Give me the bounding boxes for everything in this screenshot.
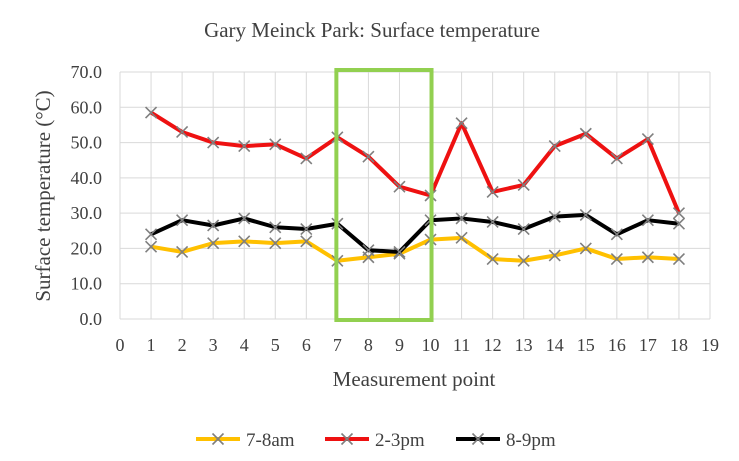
y-tick-label-3: 30.0 — [71, 203, 103, 223]
point-2-8 — [393, 245, 406, 259]
point-0-12 — [517, 254, 530, 267]
y-tick-labels: 0.0 10.0 20.0 30.0 40.0 50.0 60.0 70.0 — [71, 62, 103, 329]
legend-label-0: 7-8am — [246, 430, 295, 451]
point-1-7 — [362, 150, 375, 163]
highlight-box — [334, 68, 434, 322]
x-tick-label-17: 17 — [639, 335, 657, 355]
legend: 7-8am 2-3pm 8-9pm — [196, 430, 556, 451]
legend-item-1: 2-3pm — [325, 430, 425, 451]
legend-item-2: 8-9pm — [456, 430, 556, 451]
point-1-8 — [393, 180, 406, 193]
point-1-0 — [144, 106, 158, 119]
y-tick-label-0: 0.0 — [80, 309, 103, 329]
point-0-15 — [610, 252, 623, 266]
series-line-1 — [149, 110, 681, 214]
x-axis-title: Measurement point — [333, 367, 496, 391]
x-tick-label-7: 7 — [333, 335, 342, 355]
point-2-13 — [548, 210, 561, 223]
point-2-5 — [300, 222, 313, 236]
x-tick-label-2: 2 — [178, 335, 187, 355]
x-tick-label-4: 4 — [240, 335, 249, 355]
point-1-1 — [176, 125, 189, 139]
x-tick-label-13: 13 — [515, 335, 533, 355]
point-1-13 — [548, 140, 561, 153]
series-line-2 — [150, 212, 680, 254]
point-0-17 — [672, 252, 686, 266]
legend-item-0: 7-8am — [196, 430, 295, 451]
point-2-15 — [610, 228, 623, 241]
x-tick-label-16: 16 — [608, 335, 626, 355]
point-2-3 — [238, 212, 251, 225]
point-2-7 — [362, 244, 375, 257]
x-tick-label-8: 8 — [364, 335, 373, 355]
point-1-17 — [672, 207, 686, 220]
point-0-4 — [269, 237, 282, 250]
x-tick-label-3: 3 — [209, 335, 218, 355]
legend-label-1: 2-3pm — [375, 430, 425, 451]
series-1 — [144, 106, 686, 220]
point-1-15 — [610, 152, 623, 165]
y-tick-label-2: 20.0 — [71, 238, 103, 258]
series-2 — [144, 208, 686, 259]
y-axis-title: Surface temperature (°C) — [31, 90, 55, 301]
point-2-1 — [176, 214, 189, 227]
point-2-12 — [517, 222, 530, 236]
x-tick-label-0: 0 — [116, 335, 125, 355]
point-0-13 — [548, 249, 561, 262]
point-0-1 — [176, 245, 189, 259]
x-tick-label-9: 9 — [395, 335, 404, 355]
point-1-12 — [517, 178, 530, 191]
x-tick-label-12: 12 — [484, 335, 502, 355]
legend-label-2: 8-9pm — [506, 430, 556, 451]
point-1-16 — [641, 132, 654, 146]
point-0-10 — [455, 231, 468, 244]
point-1-4 — [269, 138, 282, 151]
point-2-10 — [455, 212, 468, 225]
point-0-16 — [641, 251, 654, 264]
point-0-11 — [486, 252, 499, 266]
point-2-4 — [269, 221, 282, 234]
x-tick-label-11: 11 — [453, 335, 470, 355]
x-tick-label-15: 15 — [577, 335, 595, 355]
legend-marker-0 — [211, 432, 225, 446]
point-2-16 — [641, 214, 654, 227]
point-0-2 — [207, 237, 220, 250]
point-2-11 — [486, 215, 499, 229]
x-tick-labels: 0 1 2 3 4 5 6 7 8 9 10 11 12 13 14 15 16 17 18 19 — [116, 335, 720, 355]
y-tick-label-5: 50.0 — [71, 133, 103, 153]
series-lines — [144, 106, 686, 267]
point-1-14 — [579, 127, 592, 140]
x-tick-label-5: 5 — [271, 335, 280, 355]
point-0-14 — [579, 242, 592, 255]
point-2-17 — [672, 217, 686, 230]
legend-marker-2 — [471, 432, 485, 446]
x-tick-label-18: 18 — [670, 335, 688, 355]
point-0-5 — [300, 235, 313, 248]
y-tick-label-6: 60.0 — [71, 97, 103, 117]
point-1-10 — [455, 117, 468, 130]
x-tick-label-10: 10 — [422, 335, 440, 355]
x-tick-label-19: 19 — [701, 335, 719, 355]
gridlines — [119, 71, 711, 320]
y-tick-label-7: 70.0 — [71, 62, 103, 82]
point-1-11 — [486, 185, 499, 199]
y-tick-label-1: 10.0 — [71, 274, 103, 294]
point-0-0 — [144, 240, 158, 253]
point-2-2 — [207, 219, 220, 232]
x-tick-label-14: 14 — [546, 335, 564, 355]
point-0-3 — [238, 235, 251, 248]
x-tick-label-1: 1 — [147, 335, 156, 355]
point-1-2 — [207, 136, 220, 149]
point-1-3 — [238, 140, 251, 153]
chart-title: Gary Meinck Park: Surface temperature — [204, 18, 540, 42]
legend-marker-1 — [340, 432, 354, 446]
series-line-0 — [150, 235, 680, 263]
point-2-14 — [579, 208, 592, 221]
x-tick-label-6: 6 — [302, 335, 311, 355]
y-tick-label-4: 40.0 — [71, 168, 103, 188]
point-2-0 — [144, 228, 158, 241]
point-1-5 — [300, 152, 313, 165]
